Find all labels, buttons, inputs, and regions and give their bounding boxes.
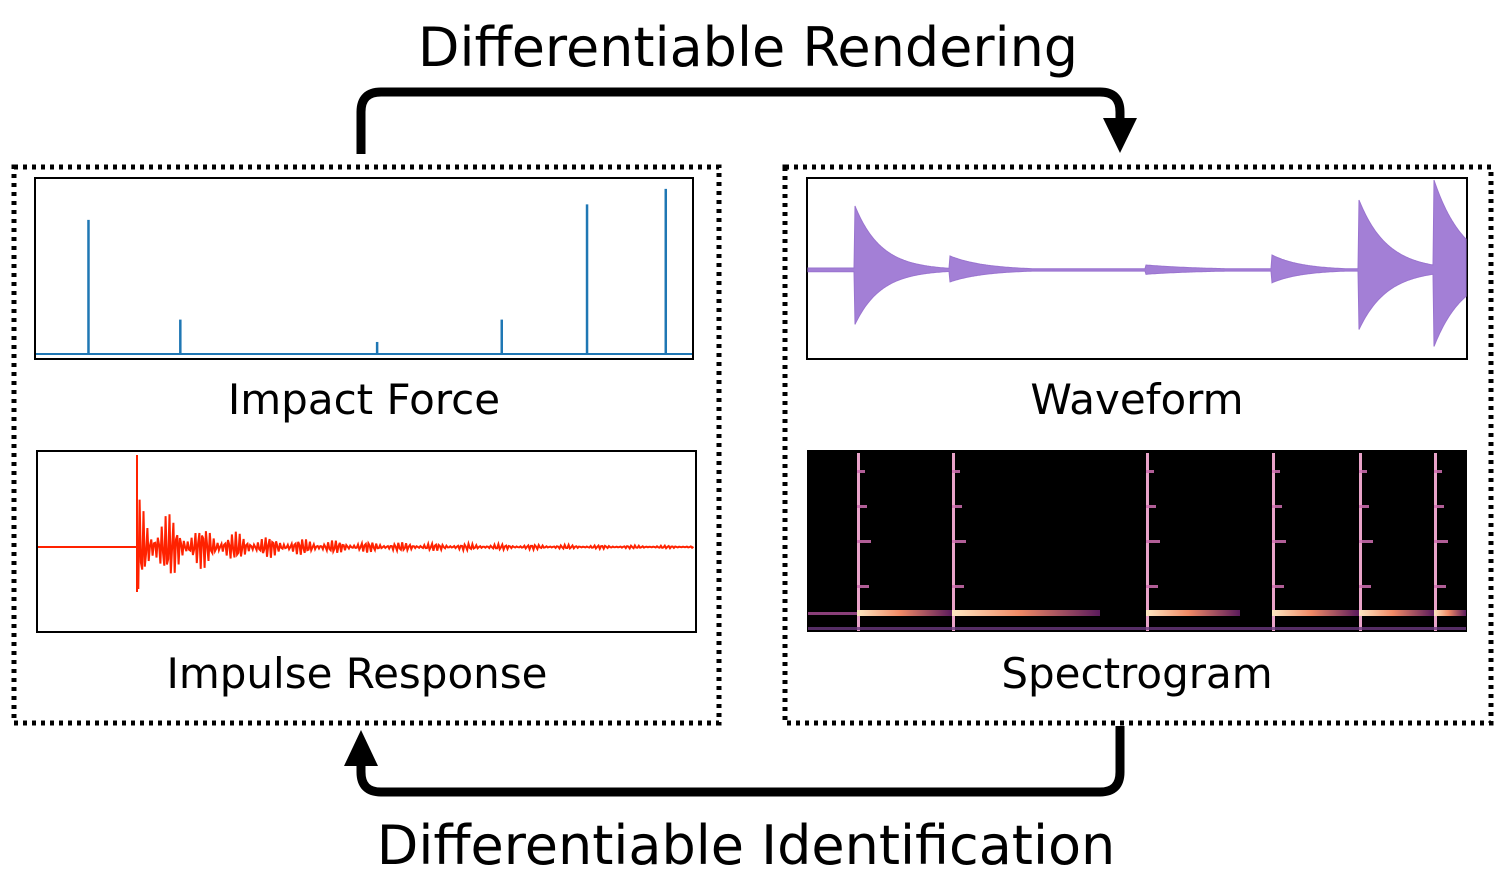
spectrogram-band xyxy=(952,610,1100,616)
spectrogram-panel xyxy=(807,450,1467,632)
rendering-arrowhead xyxy=(1103,118,1137,153)
spectrogram-marks xyxy=(808,453,1466,631)
impact-force-panel xyxy=(34,177,694,360)
spectrogram-harmonic xyxy=(1272,505,1282,508)
spectrogram-harmonic xyxy=(1272,585,1284,588)
spectrogram-band xyxy=(1272,610,1359,616)
identification-arrowhead xyxy=(344,730,378,766)
impulse-response-label: Impulse Response xyxy=(166,649,547,698)
spectrogram-harmonic xyxy=(952,585,964,588)
spectrogram-harmonic xyxy=(952,505,962,508)
spectrogram-band xyxy=(1359,610,1434,616)
differentiable-identification-label: Differentiable Identification xyxy=(377,814,1115,876)
impulse-response-curve xyxy=(38,455,695,592)
spectrogram-harmonic xyxy=(1359,585,1371,588)
waveform-envelope xyxy=(807,179,1467,347)
waveform-panel xyxy=(806,177,1468,360)
spectrogram-harmonic xyxy=(1434,505,1444,508)
spectrogram-band xyxy=(808,612,857,615)
spectrogram-noise-floor xyxy=(808,627,1466,630)
spectrogram-harmonic xyxy=(857,470,865,473)
impact-spikes xyxy=(87,188,668,354)
spectrogram-harmonic xyxy=(857,585,869,588)
spectrogram-harmonic xyxy=(857,540,871,543)
spectrogram-harmonic xyxy=(1272,540,1286,543)
spectrogram-harmonic xyxy=(1272,470,1280,473)
spectrogram-label: Spectrogram xyxy=(1001,649,1272,698)
spectrogram-band xyxy=(1146,610,1240,616)
spectrogram-harmonic xyxy=(1434,470,1442,473)
differentiable-rendering-label: Differentiable Rendering xyxy=(418,16,1078,79)
spectrogram-harmonic xyxy=(1434,585,1446,588)
spectrogram-harmonic xyxy=(857,505,867,508)
spectrogram-harmonic xyxy=(1146,470,1154,473)
left-group-box xyxy=(11,164,722,726)
spectrogram-harmonic xyxy=(952,470,960,473)
spectrogram-band xyxy=(1434,610,1466,616)
impact-force-label: Impact Force xyxy=(228,375,500,424)
impulse-response-panel xyxy=(36,450,697,633)
spectrogram-harmonic xyxy=(1359,540,1373,543)
spectrogram-harmonic xyxy=(1146,505,1156,508)
spectrogram-harmonic xyxy=(1359,470,1367,473)
identification-arrow xyxy=(356,726,1125,797)
spectrogram-band xyxy=(857,610,952,616)
spectrogram-harmonic xyxy=(1359,505,1369,508)
right-group-box xyxy=(782,164,1494,726)
rendering-arrow xyxy=(356,87,1125,154)
spectrogram-harmonic xyxy=(952,540,966,543)
spectrogram-harmonic xyxy=(1146,585,1158,588)
spectrogram-harmonic xyxy=(1434,540,1448,543)
waveform-label: Waveform xyxy=(1030,375,1243,424)
spectrogram-harmonic xyxy=(1146,540,1160,543)
